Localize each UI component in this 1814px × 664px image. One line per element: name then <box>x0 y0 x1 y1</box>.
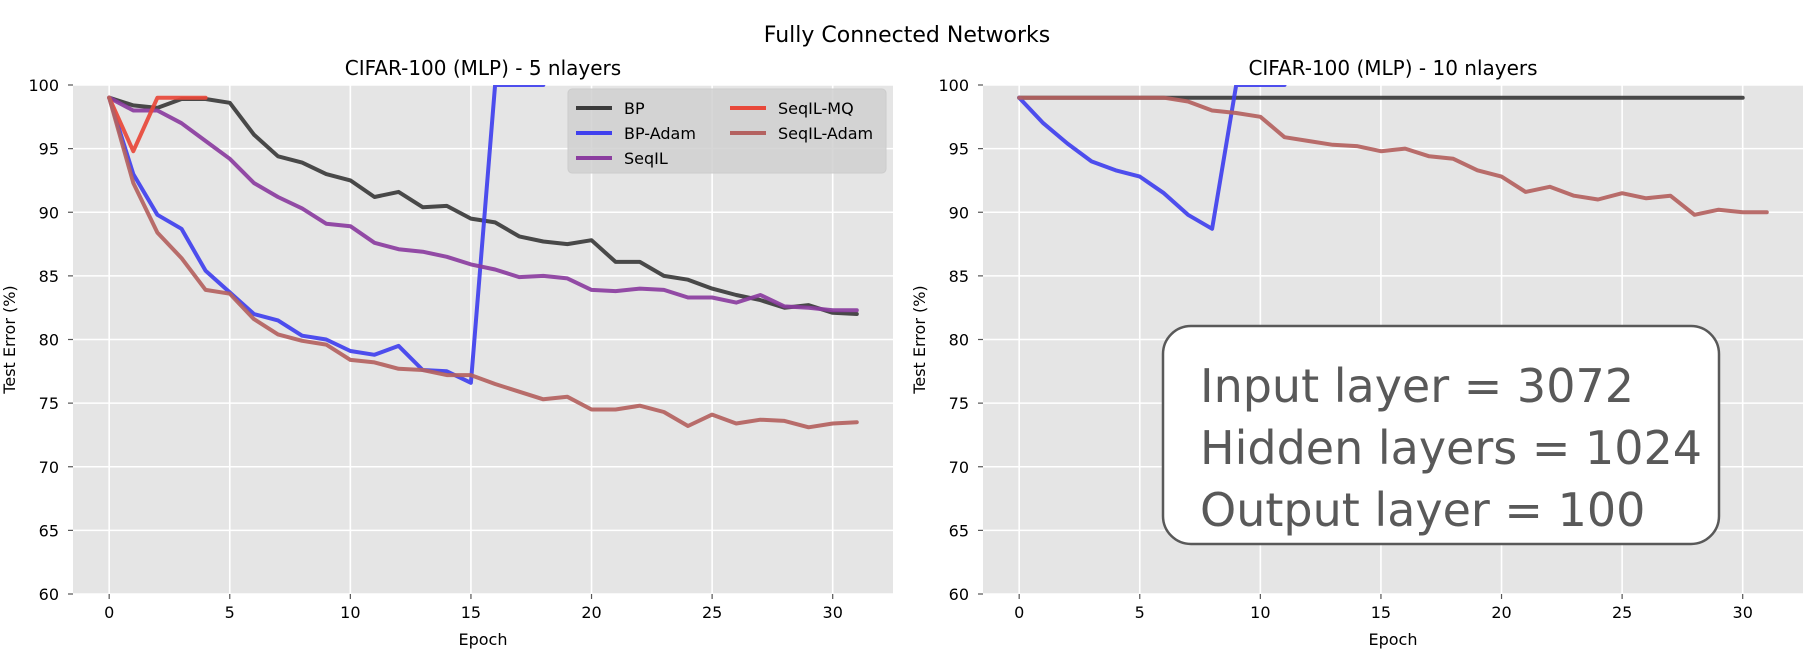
series-line-bp-adam <box>107 85 546 385</box>
y-tick-label: 100 <box>938 76 969 95</box>
legend: BP BP-Adam SeqIL SeqIL-MQ SeqIL-Adam <box>567 88 887 174</box>
y-tick-label: 100 <box>28 76 59 95</box>
series-line-seqil <box>107 95 859 313</box>
x-tick-label: 5 <box>225 603 235 622</box>
x-tick-label: 20 <box>581 603 601 622</box>
chart-title: CIFAR-100 (MLP) - 5 nlayers <box>345 56 621 80</box>
y-tick-label: 75 <box>949 394 969 413</box>
x-axis-label: Epoch <box>459 630 508 649</box>
chart-panel-10-nlayers: 0 5 10 15 20 25 30 60 65 70 75 80 85 90 95 100 CIFAR-10… <box>910 56 1803 649</box>
x-axis-label: Epoch <box>1369 630 1418 649</box>
x-tick-label: 25 <box>1612 603 1632 622</box>
annotation-line-output: Output layer = 100 <box>1200 483 1645 537</box>
x-tick-label: 30 <box>1733 603 1753 622</box>
figure-title: Fully Connected Networks <box>764 23 1050 48</box>
tick-labels: 0 5 10 15 20 25 30 60 65 70 75 80 85 90 95 100 <box>28 76 842 622</box>
y-tick-label: 70 <box>39 458 59 477</box>
y-tick-label: 90 <box>39 203 59 222</box>
x-tick-label: 15 <box>1371 603 1391 622</box>
chart-panel-5-nlayers: 0 5 10 15 20 25 30 60 65 70 75 80 85 90 95 100 CIFAR-10… <box>0 56 893 649</box>
annotation-line-input: Input layer = 3072 <box>1200 359 1634 413</box>
y-tick-label: 95 <box>949 140 969 159</box>
legend-frame <box>567 88 887 174</box>
series-line-seqil-adam <box>107 95 859 430</box>
annotation-frame <box>1161 324 1721 546</box>
x-tick-label: 0 <box>104 603 114 622</box>
series-line-seqil-mq <box>107 95 208 154</box>
annotation-box: Input layer = 3072 Hidden layers = 1024 … <box>1161 324 1721 546</box>
series-lines <box>107 85 859 430</box>
x-tick-label: 30 <box>823 603 843 622</box>
y-axis-label: Test Error (%) <box>0 285 19 394</box>
series-line-bp-adam <box>1017 85 1287 231</box>
y-tick-label: 95 <box>39 140 59 159</box>
x-tick-label: 20 <box>1491 603 1511 622</box>
y-tick-label: 80 <box>39 331 59 350</box>
series-line-seqil-adam <box>1017 95 1769 217</box>
y-tick-label: 60 <box>39 585 59 604</box>
x-tick-label: 10 <box>340 603 360 622</box>
tick-labels: 0 5 10 15 20 25 30 60 65 70 75 80 85 90 95 100 <box>938 76 1752 622</box>
x-tick-label: 10 <box>1250 603 1270 622</box>
legend-label-seqil-adam: SeqIL-Adam <box>778 124 873 143</box>
legend-label-bp: BP <box>624 99 645 118</box>
y-tick-label: 70 <box>949 458 969 477</box>
y-tick-label: 80 <box>949 331 969 350</box>
y-tick-label: 65 <box>949 521 969 540</box>
y-tick-label: 90 <box>949 203 969 222</box>
chart-title: CIFAR-100 (MLP) - 10 nlayers <box>1248 56 1537 80</box>
series-lines <box>1017 85 1769 231</box>
legend-label-seqil-mq: SeqIL-MQ <box>778 99 854 118</box>
y-tick-label: 65 <box>39 521 59 540</box>
y-tick-label: 75 <box>39 394 59 413</box>
legend-label-seqil: SeqIL <box>624 149 668 168</box>
x-tick-label: 25 <box>702 603 722 622</box>
x-tick-label: 5 <box>1135 603 1145 622</box>
y-tick-label: 85 <box>39 267 59 286</box>
legend-label-bp-adam: BP-Adam <box>624 124 696 143</box>
y-tick-label: 85 <box>949 267 969 286</box>
y-axis-label: Test Error (%) <box>910 285 929 394</box>
annotation-line-hidden: Hidden layers = 1024 <box>1200 421 1702 475</box>
x-tick-label: 15 <box>461 603 481 622</box>
x-tick-label: 0 <box>1014 603 1024 622</box>
y-tick-label: 60 <box>949 585 969 604</box>
